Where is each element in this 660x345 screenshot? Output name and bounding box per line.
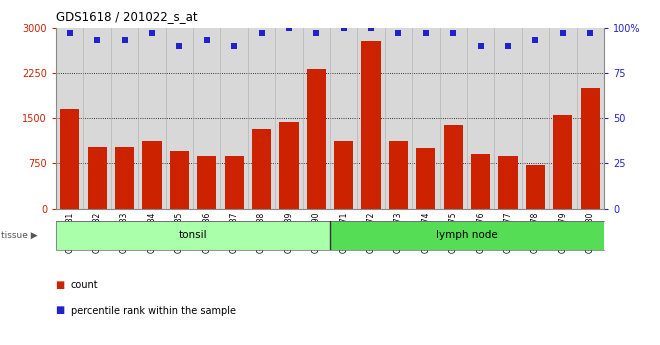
Point <box>256 30 267 36</box>
Bar <box>389 140 408 209</box>
Point <box>448 30 459 36</box>
Bar <box>115 147 134 209</box>
Point <box>420 30 431 36</box>
Point <box>311 30 321 36</box>
Bar <box>143 141 162 209</box>
Point <box>366 25 376 30</box>
Point <box>339 25 349 30</box>
Text: GDS1618 / 201022_s_at: GDS1618 / 201022_s_at <box>56 10 198 23</box>
Text: percentile rank within the sample: percentile rank within the sample <box>71 306 236 315</box>
Text: tonsil: tonsil <box>179 230 207 240</box>
Bar <box>60 109 79 209</box>
Point <box>174 43 185 48</box>
Text: ■: ■ <box>56 306 69 315</box>
Point <box>229 43 240 48</box>
Point <box>201 38 212 43</box>
Point <box>119 38 130 43</box>
Bar <box>252 129 271 209</box>
Bar <box>224 156 244 209</box>
Bar <box>444 125 463 209</box>
Text: tissue ▶: tissue ▶ <box>1 231 38 240</box>
Point <box>65 30 75 36</box>
Bar <box>581 88 600 209</box>
Bar <box>526 165 545 209</box>
Bar <box>334 140 353 209</box>
Bar <box>56 221 330 250</box>
Point <box>475 43 486 48</box>
Point <box>530 38 541 43</box>
Point <box>558 30 568 36</box>
Bar <box>498 156 517 209</box>
Bar <box>362 41 381 209</box>
Bar <box>471 155 490 209</box>
Bar <box>279 122 298 209</box>
Bar <box>307 69 326 209</box>
Point <box>147 30 157 36</box>
Point <box>503 43 513 48</box>
Text: count: count <box>71 280 98 289</box>
Bar <box>553 115 572 209</box>
Text: lymph node: lymph node <box>436 230 498 240</box>
Point <box>393 30 404 36</box>
Bar <box>88 147 107 209</box>
Bar <box>197 156 216 209</box>
Bar <box>330 221 604 250</box>
Text: ■: ■ <box>56 280 69 289</box>
Point <box>284 25 294 30</box>
Point <box>585 30 595 36</box>
Point <box>92 38 102 43</box>
Bar <box>416 148 436 209</box>
Bar <box>170 151 189 209</box>
